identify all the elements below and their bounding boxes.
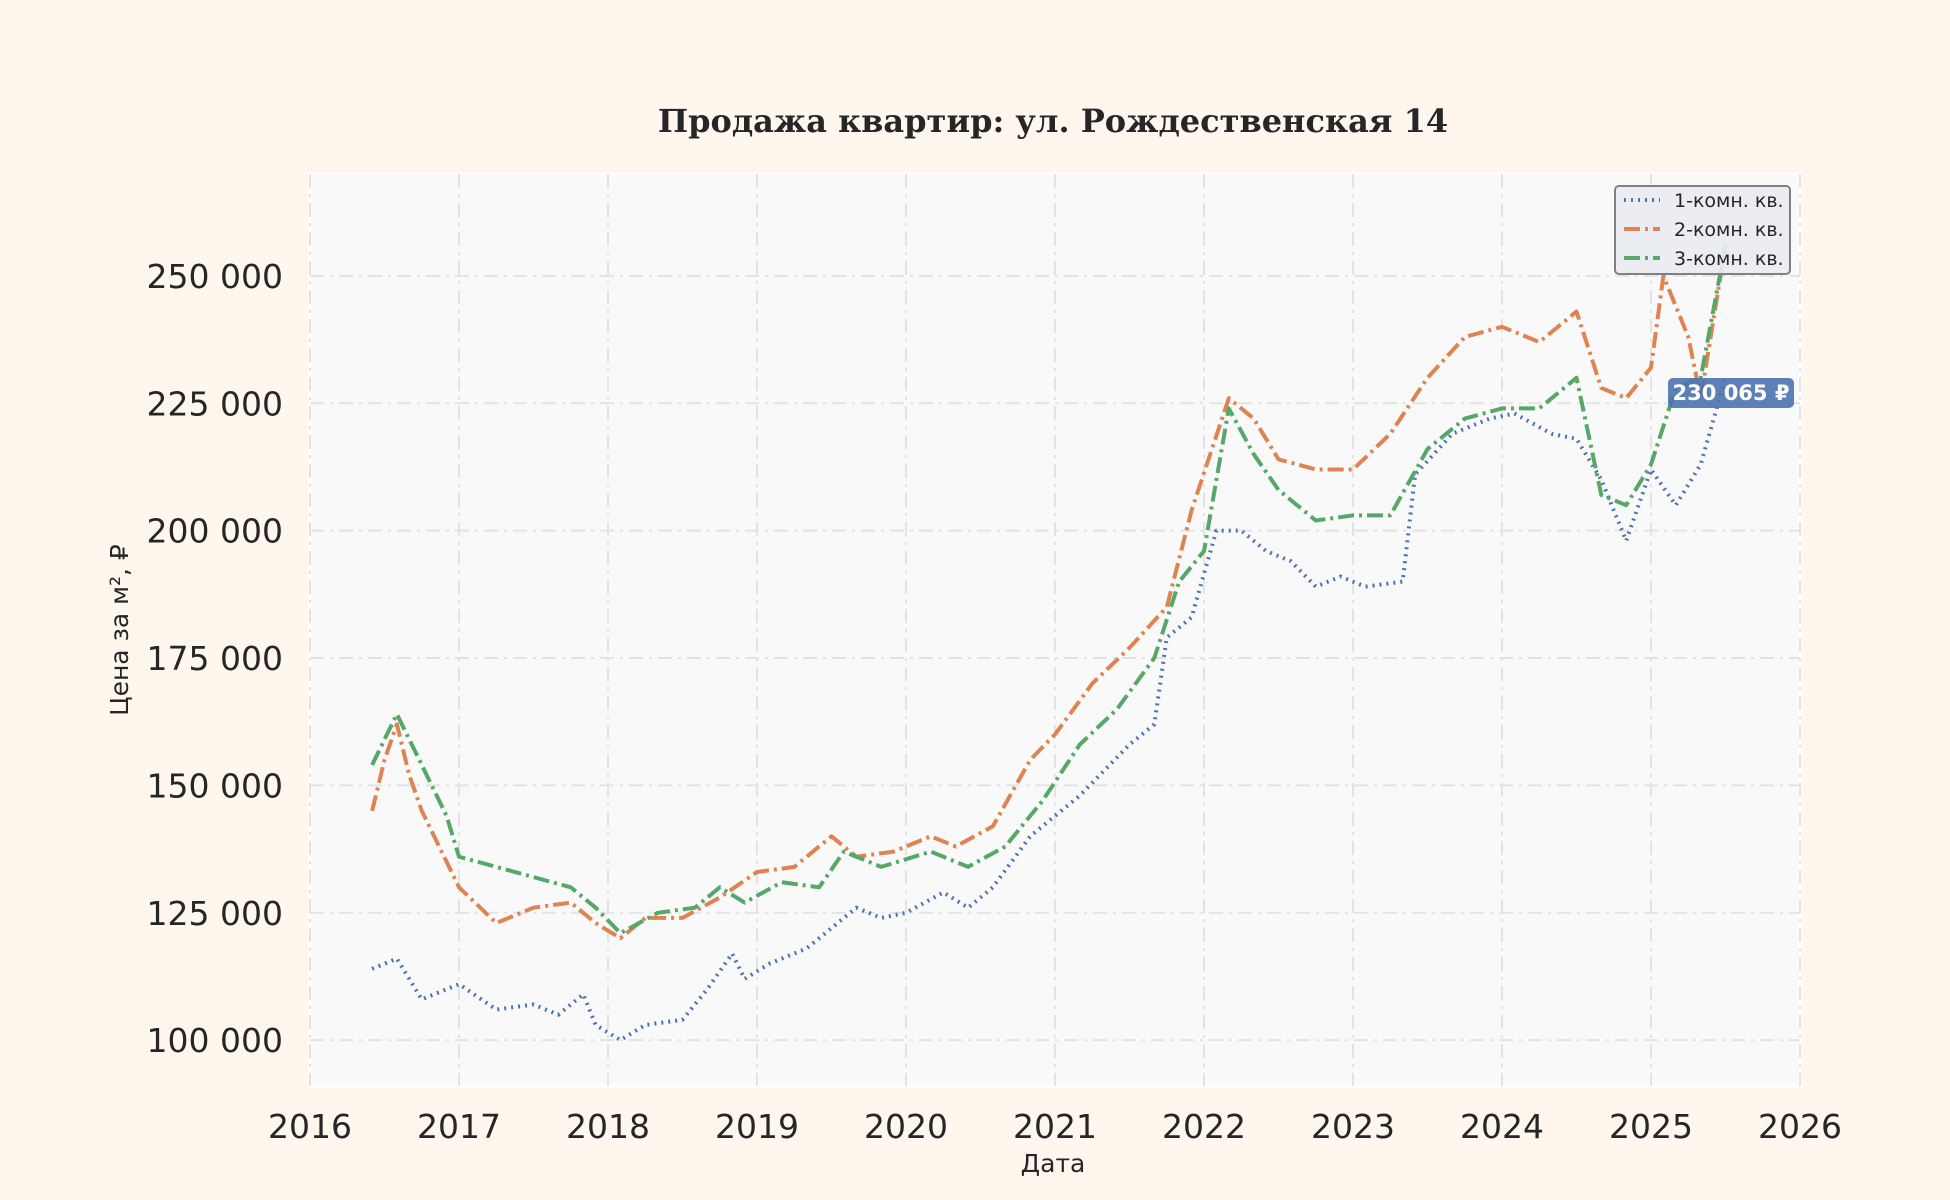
y-axis-ticks: 100 000 125 000 150 000 175 000 200 000 225 0… — [147, 257, 283, 1060]
y-tick-label: 200 000 — [147, 512, 283, 551]
y-tick-label: 100 000 — [147, 1021, 283, 1060]
last-value-badge: 230 065 ₽ — [1668, 378, 1794, 408]
series-line-1 — [371, 376, 1728, 1043]
x-tick-label: 2025 — [1609, 1107, 1693, 1146]
x-axis-ticks: 2016 2017 2018 2019 2020 2021 2022 2023 2024 2025… — [268, 1107, 1842, 1146]
legend: 1-комн. кв. 2-комн. кв. 3-комн. кв. — [1614, 185, 1791, 275]
x-tick-label: 2024 — [1460, 1107, 1544, 1146]
x-tick-label: 2022 — [1162, 1107, 1246, 1146]
series-lines — [370, 244, 1728, 1043]
last-value-badge-text: 230 065 ₽ — [1673, 381, 1790, 405]
x-tick-label: 2026 — [1758, 1107, 1842, 1146]
y-tick-label: 150 000 — [147, 766, 283, 805]
x-tick-label: 2018 — [566, 1107, 650, 1146]
legend-label-3: 3-комн. кв. — [1674, 248, 1784, 270]
y-axis-label: Цена за м², ₽ — [105, 544, 134, 716]
x-tick-label: 2020 — [864, 1107, 948, 1146]
legend-label-2: 2-комн. кв. — [1674, 219, 1784, 241]
legend-label-1: 1-комн. кв. — [1674, 190, 1784, 212]
chart-title: Продажа квартир: ул. Рождественская 14 — [658, 102, 1448, 140]
legend-box — [1614, 185, 1791, 275]
y-tick-label: 250 000 — [147, 257, 283, 296]
x-tick-label: 2021 — [1013, 1107, 1097, 1146]
x-tick-label: 2019 — [715, 1107, 799, 1146]
x-tick-label: 2016 — [268, 1107, 352, 1146]
y-tick-label: 125 000 — [147, 894, 283, 933]
y-tick-label: 175 000 — [147, 639, 283, 678]
x-axis-label: Дата — [1021, 1149, 1086, 1178]
last-value-badge-bg — [1668, 378, 1794, 408]
series-line-3 — [370, 244, 1728, 936]
x-tick-label: 2017 — [417, 1107, 501, 1146]
x-tick-label: 2023 — [1311, 1107, 1395, 1146]
y-tick-label: 225 000 — [147, 384, 283, 423]
series-line-2 — [370, 244, 1728, 941]
